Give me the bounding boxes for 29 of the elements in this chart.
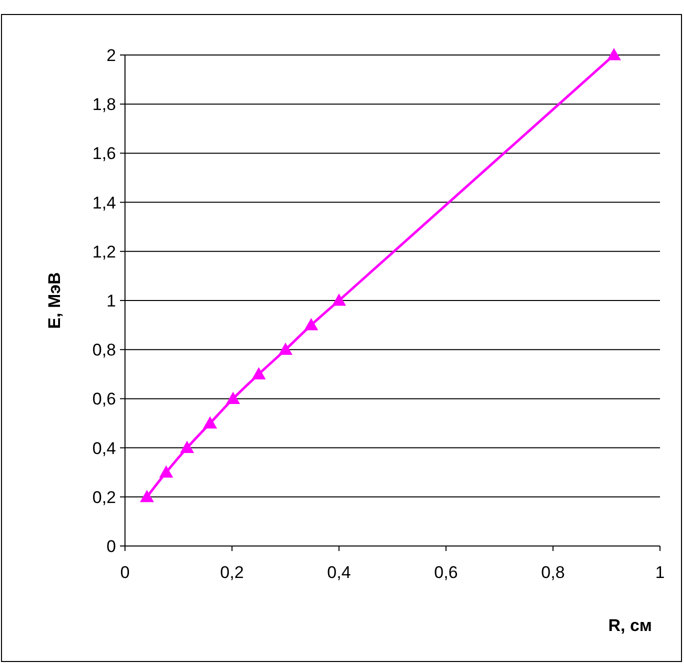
y-tick-label: 1,2	[92, 242, 116, 262]
x-tick-label: 0,2	[220, 563, 244, 582]
x-axis-title: R, см	[608, 616, 652, 635]
point	[203, 416, 218, 428]
y-tick-label: 0,2	[92, 488, 116, 507]
point	[140, 490, 154, 502]
x-tick-label: 0,8	[541, 563, 565, 582]
x-tick-label: 1	[655, 563, 665, 582]
point	[252, 367, 266, 380]
y-axis-title: E, МэВ	[45, 272, 64, 329]
x-tick-label: 0,4	[327, 563, 351, 582]
y-tick-label: 1,4	[92, 193, 116, 212]
y-tick-label: 1,6	[92, 144, 116, 164]
point	[180, 440, 194, 454]
y-tick-label: 1,8	[92, 95, 116, 114]
point	[159, 465, 174, 478]
y-tick-label: 0,4	[92, 438, 116, 458]
point	[606, 48, 621, 60]
point	[332, 294, 346, 306]
y-tick-label: 2	[106, 46, 116, 65]
point	[278, 342, 292, 355]
point	[304, 318, 318, 330]
y-tick-label: 0,6	[92, 390, 116, 409]
y-tick-label: 1	[106, 291, 116, 310]
y-tick-label: 0	[106, 536, 116, 556]
point	[226, 392, 240, 404]
y-tick-label: 0,8	[92, 340, 116, 360]
x-tick-label: 0	[120, 563, 130, 582]
x-tick-label: 0,6	[434, 563, 458, 582]
